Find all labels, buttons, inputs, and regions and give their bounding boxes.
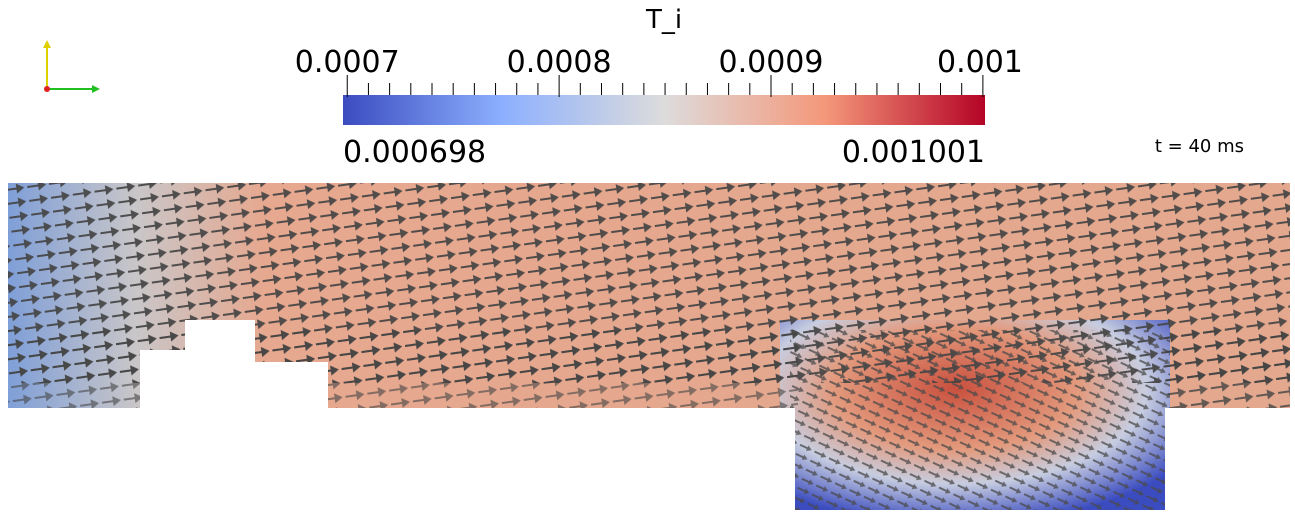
axes-triad (43, 40, 100, 93)
tick-label: 0.0009 (719, 45, 824, 80)
tick-label: 0.0008 (507, 45, 612, 80)
range-min-label: 0.000698 (343, 135, 486, 170)
range-max-label: 0.001001 (842, 135, 985, 170)
tick-label: 0.0007 (295, 45, 400, 80)
colorbar (343, 95, 985, 125)
color-legend: T_i 0.000698 0.001001 (343, 5, 985, 170)
tick-label: 0.001 (937, 45, 1023, 80)
time-annotation: t = 40 ms (1155, 136, 1244, 157)
colorbar-title: T_i (645, 5, 682, 35)
flow-field (8, 183, 1290, 510)
